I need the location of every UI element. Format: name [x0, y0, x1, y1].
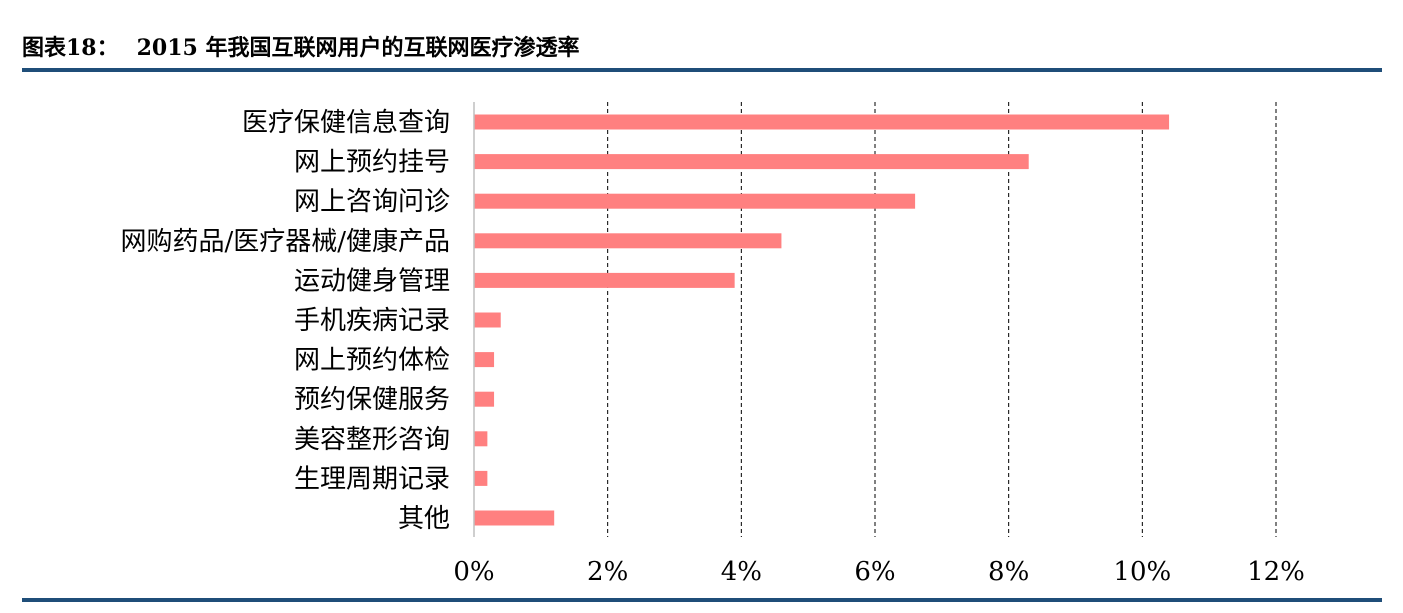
bottom-rule	[22, 598, 1382, 602]
bar	[474, 193, 916, 209]
x-tick-label: 8%	[988, 557, 1029, 587]
category-label: 美容整形咨询	[294, 425, 450, 455]
x-tick-label: 10%	[1113, 557, 1171, 587]
category-label: 网上咨询问诊	[294, 187, 450, 217]
bar	[474, 312, 501, 328]
bar	[474, 233, 782, 249]
x-tick-label: 6%	[854, 557, 895, 587]
category-label: 网购药品/医疗器械/健康产品	[120, 227, 450, 257]
x-tick-label: 4%	[721, 557, 762, 587]
category-label: 运动健身管理	[294, 266, 450, 296]
x-tick-label: 0%	[453, 557, 494, 587]
bar	[474, 391, 495, 407]
figure-header: 图表18： 2015 年我国互联网用户的互联网医疗渗透率	[22, 30, 580, 62]
category-label: 其他	[398, 504, 450, 534]
bar	[474, 470, 488, 486]
category-label: 网上预约体检	[294, 346, 450, 376]
category-label: 网上预约挂号	[294, 148, 450, 178]
top-rule	[22, 68, 1382, 72]
bar	[474, 114, 1170, 130]
figure-label: 图表18：	[22, 35, 119, 61]
bar	[474, 352, 495, 368]
category-label: 预约保健服务	[294, 385, 450, 415]
x-tick-label: 2%	[587, 557, 628, 587]
category-label: 生理周期记录	[294, 464, 450, 494]
bar	[474, 272, 735, 288]
bar	[474, 510, 555, 526]
x-tick-label: 12%	[1247, 557, 1305, 587]
bar	[474, 154, 1029, 170]
bar	[474, 431, 488, 447]
figure-title: 2015 年我国互联网用户的互联网医疗渗透率	[136, 35, 580, 61]
category-label: 手机疾病记录	[294, 306, 450, 336]
category-label: 医疗保健信息查询	[242, 108, 450, 138]
